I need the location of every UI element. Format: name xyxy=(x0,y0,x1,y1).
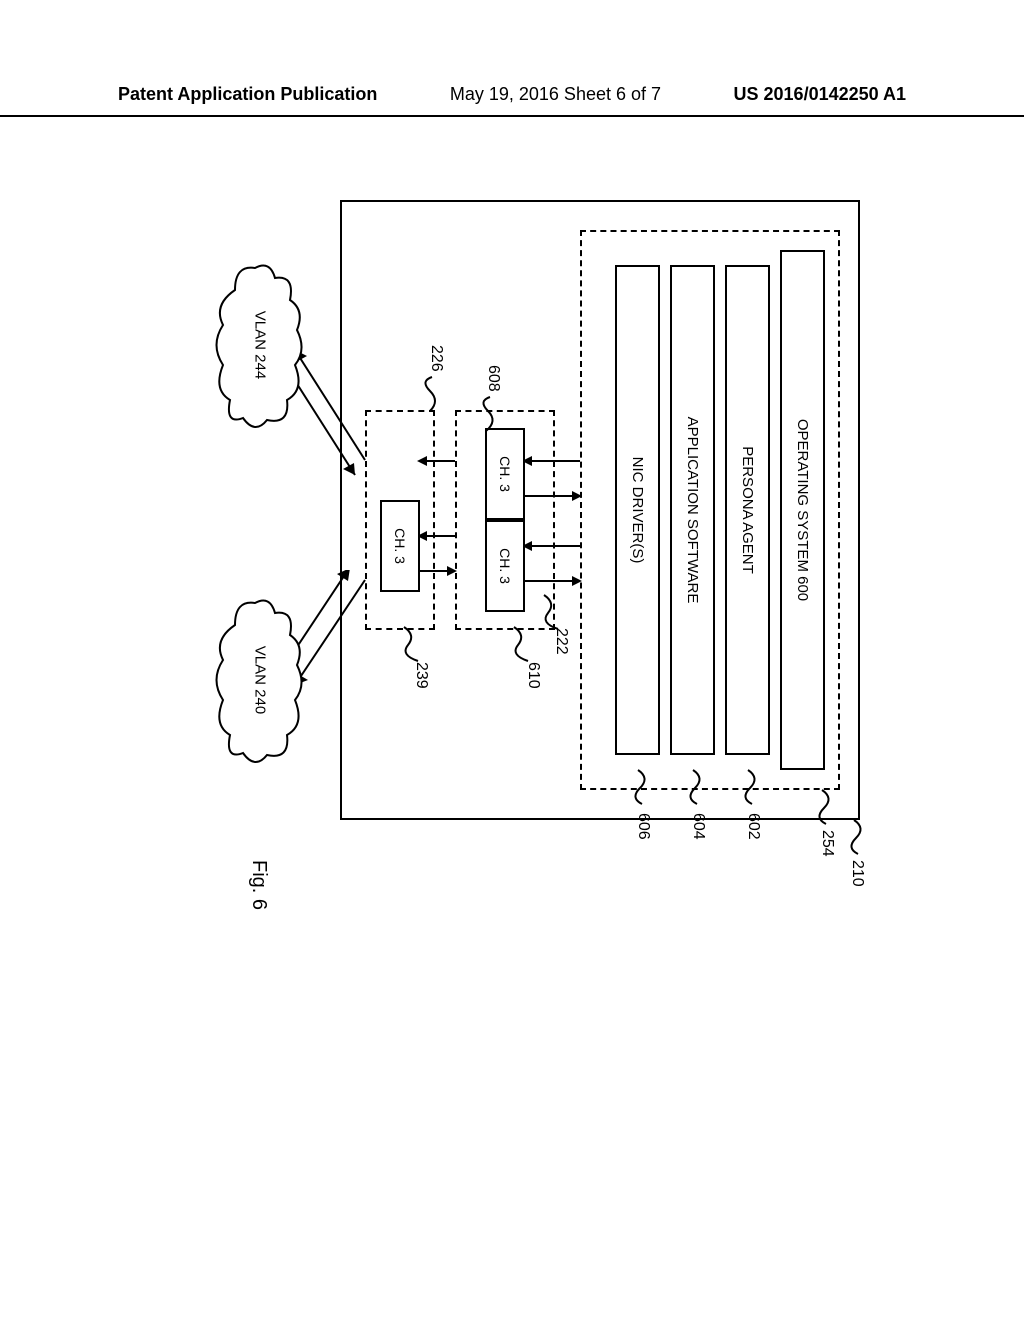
cloud-vlan-244: VLAN 244 xyxy=(215,260,305,430)
app-label: APPLICATION SOFTWARE xyxy=(684,417,701,604)
ch-left-label: CH. 3 xyxy=(497,456,513,492)
ref-606: 606 xyxy=(634,813,652,840)
ref-254: 254 xyxy=(818,830,836,857)
figure-6-diagram: 210 254 OPERATING SYSTEM 600 PERSONA AGE… xyxy=(160,200,860,1100)
lead-curve xyxy=(392,625,422,665)
header-center: May 19, 2016 Sheet 6 of 7 xyxy=(450,84,661,105)
header-row: Patent Application Publication May 19, 2… xyxy=(0,84,1024,105)
os-label: OPERATING SYSTEM 600 xyxy=(794,419,811,601)
channel-switch-box: CH. 3 xyxy=(380,500,420,592)
cloud-vlan-240: VLAN 240 xyxy=(215,595,305,765)
header-left: Patent Application Publication xyxy=(118,84,377,105)
cloud-left-label: VLAN 244 xyxy=(252,311,269,379)
channel-right-box: CH. 3 xyxy=(485,520,525,612)
channel-left-box: CH. 3 xyxy=(485,428,525,520)
persona-agent-block: PERSONA AGENT xyxy=(725,265,770,755)
lead-curve xyxy=(622,768,652,808)
app-software-block: APPLICATION SOFTWARE xyxy=(670,265,715,755)
header-right: US 2016/0142250 A1 xyxy=(734,84,906,105)
ch-switch-label: CH. 3 xyxy=(392,528,408,564)
persona-label: PERSONA AGENT xyxy=(739,446,756,574)
ref-608: 608 xyxy=(484,365,502,392)
figure-caption: Fig. 6 xyxy=(247,860,270,910)
nic-driver-block: NIC DRIVER(S) xyxy=(615,265,660,755)
cloud-right-label: VLAN 240 xyxy=(252,646,269,714)
lead-curve xyxy=(532,593,562,633)
ref-604: 604 xyxy=(689,813,707,840)
page: Patent Application Publication May 19, 2… xyxy=(0,0,1024,1320)
lead-curve xyxy=(502,625,532,665)
os-block: OPERATING SYSTEM 600 xyxy=(780,250,825,770)
ref-226: 226 xyxy=(427,345,445,372)
ref-610: 610 xyxy=(524,662,542,689)
lead-curve xyxy=(806,788,836,828)
lead-curve xyxy=(677,768,707,808)
page-header: Patent Application Publication May 19, 2… xyxy=(0,78,1024,117)
ref-602: 602 xyxy=(744,813,762,840)
lead-curve xyxy=(470,395,500,435)
lead-curve xyxy=(410,375,440,415)
ref-222: 222 xyxy=(552,628,570,655)
arrow-head-up-icon xyxy=(447,566,457,576)
arrow-head-up-icon xyxy=(572,576,582,586)
lead-curve xyxy=(838,818,868,858)
ref-210: 210 xyxy=(848,860,866,887)
ch-right-label: CH. 3 xyxy=(497,548,513,584)
nic-label: NIC DRIVER(S) xyxy=(629,457,646,564)
ref-239: 239 xyxy=(412,662,430,689)
lead-curve xyxy=(732,768,762,808)
arrow-head-up-icon xyxy=(572,491,582,501)
